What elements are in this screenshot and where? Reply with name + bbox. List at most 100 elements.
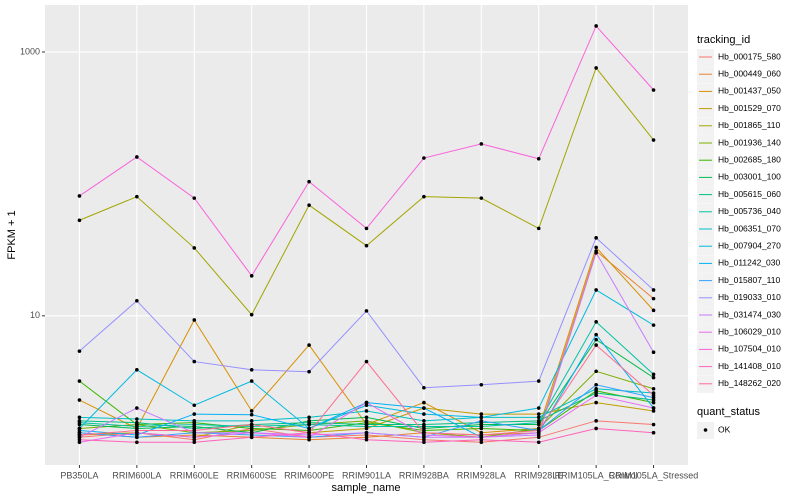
data-point (594, 386, 598, 391)
data-point (594, 426, 598, 431)
data-point (249, 367, 254, 372)
data-point (135, 440, 139, 445)
data-point (192, 403, 197, 408)
data-point (651, 430, 656, 435)
legend-title: tracking_id (697, 34, 750, 46)
data-point (479, 196, 484, 200)
data-point (594, 383, 598, 387)
data-point (594, 419, 598, 423)
data-point (307, 179, 311, 184)
legend-label: Hb_001865_110 (718, 120, 781, 130)
legend-label: Hb_141408_010 (718, 361, 781, 371)
x-tick-label: RRIM928LE (514, 470, 563, 480)
data-point (364, 403, 369, 408)
data-point (479, 415, 484, 420)
data-point (364, 415, 369, 420)
legend-label: Hb_106029_010 (718, 326, 781, 336)
data-point (364, 437, 369, 442)
data-point (249, 435, 254, 440)
data-point (422, 440, 426, 445)
data-point (77, 398, 82, 402)
data-point (422, 385, 426, 390)
legend-label: Hb_001936_140 (718, 137, 781, 147)
x-tick-label: RRIM600LE (170, 470, 219, 480)
data-point (479, 419, 484, 423)
data-point (651, 400, 656, 405)
data-point (364, 309, 369, 313)
data-point (364, 359, 369, 364)
data-point (77, 415, 82, 420)
data-point (594, 369, 598, 374)
data-point (249, 412, 254, 417)
y-tick-label: 1000 (20, 46, 40, 56)
legend-swatch (703, 428, 708, 432)
legend-title: quant_status (697, 406, 760, 418)
data-point (651, 350, 656, 354)
data-point (135, 155, 139, 159)
data-point (135, 417, 139, 421)
legend-label: OK (718, 424, 731, 434)
data-point (192, 422, 197, 427)
data-point (479, 412, 484, 416)
data-point (479, 383, 484, 387)
data-point (651, 88, 656, 92)
data-point (479, 437, 484, 442)
data-point (77, 433, 82, 437)
data-point (192, 318, 197, 322)
legend-label: Hb_015807_110 (718, 275, 781, 285)
data-point (135, 428, 139, 433)
data-point (536, 428, 541, 433)
data-point (422, 406, 426, 410)
data-point (594, 400, 598, 405)
data-point (249, 379, 254, 383)
data-point (651, 393, 656, 398)
data-point (192, 428, 197, 433)
data-point (594, 288, 598, 292)
x-tick-label: RRIM600LA (112, 470, 161, 480)
data-point (192, 435, 197, 440)
data-point (422, 424, 426, 429)
data-point (249, 422, 254, 427)
data-point (594, 245, 598, 250)
data-point (249, 430, 254, 435)
data-point (594, 343, 598, 347)
data-point (422, 400, 426, 405)
legend-label: Hb_005736_040 (718, 206, 781, 216)
data-point (77, 437, 82, 442)
data-point (135, 435, 139, 440)
x-tick-label: RRIM105LA_Control (555, 470, 638, 480)
legend-label: Hb_001437_050 (718, 86, 781, 96)
data-point (594, 251, 598, 255)
data-point (135, 367, 139, 372)
x-tick-label: RRIM928LA (457, 470, 506, 480)
legend-label: Hb_000175_580 (718, 51, 781, 61)
data-point (422, 412, 426, 416)
data-point (651, 372, 656, 377)
data-point (479, 433, 484, 437)
data-point (536, 412, 541, 416)
data-point (192, 196, 197, 200)
data-point (422, 156, 426, 160)
data-point (364, 430, 369, 435)
y-tick-label: 10 (30, 310, 40, 320)
data-point (594, 332, 598, 337)
legend-label: Hb_007904_270 (718, 240, 781, 250)
data-point (249, 419, 254, 423)
data-point (364, 243, 369, 248)
data-point (192, 440, 197, 445)
data-point (651, 386, 656, 391)
data-point (594, 393, 598, 398)
data-point (536, 156, 541, 161)
data-point (594, 337, 598, 342)
data-point (192, 359, 197, 364)
data-point (192, 419, 197, 423)
x-tick-label: PB350LA (60, 470, 98, 480)
y-axis-title: FPKM + 1 (6, 210, 18, 259)
data-point (135, 420, 139, 425)
legend-label: Hb_003001_100 (718, 172, 781, 182)
data-point (135, 424, 139, 429)
x-axis-title: sample_name (331, 482, 400, 494)
data-point (422, 419, 426, 423)
data-point (651, 308, 656, 313)
